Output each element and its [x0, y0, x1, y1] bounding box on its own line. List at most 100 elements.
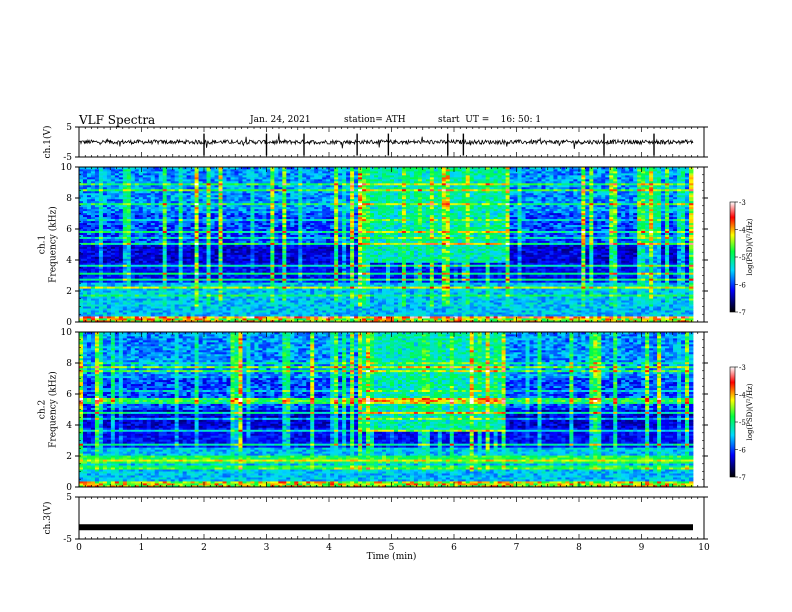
spectrogram-cell: [86, 278, 92, 281]
spectrogram-cell: [82, 278, 88, 281]
spectrogram-cell: [90, 314, 96, 317]
spectrogram-cell: [98, 218, 104, 222]
spectrogram-cell: [82, 168, 88, 172]
spectrogram-cell: [79, 232, 84, 235]
spectrogram-cell: [82, 170, 88, 174]
spectrogram-cell: [106, 312, 112, 315]
spectrogram-cell: [90, 194, 96, 198]
spectrogram-cell: [94, 167, 100, 170]
spectrogram-cell: [98, 220, 104, 224]
spectrogram-cell: [90, 202, 96, 206]
spectrogram-cell: [106, 300, 112, 303]
spectrogram-cell: [90, 278, 96, 281]
spectrogram-cell: [98, 264, 104, 267]
spectrogram-cell: [79, 294, 84, 297]
spectrogram-cell: [102, 306, 108, 309]
spectrogram-cell: [79, 190, 84, 194]
spectrogram-cell: [82, 188, 88, 192]
spectrogram-cell: [86, 240, 92, 243]
spectrogram-cell: [106, 310, 112, 313]
spectrogram-cell: [90, 204, 96, 208]
spectrogram-cell: [79, 302, 84, 305]
spectrogram-cell: [86, 234, 92, 237]
spectrogram-cell: [86, 192, 92, 196]
spectrogram-cell: [90, 226, 96, 230]
spectrogram-cell: [94, 284, 100, 287]
spectrogram-cell: [98, 296, 104, 299]
spectrogram-cell: [86, 316, 92, 319]
spectrogram-cell: [102, 176, 108, 180]
spectrogram-cell: [94, 216, 100, 220]
spectrogram-cell: [94, 282, 100, 285]
spectrogram-cell: [90, 280, 96, 283]
spectrogram-cell: [86, 288, 92, 291]
spectrogram-cell: [98, 268, 104, 271]
spectrogram-cell: [94, 298, 100, 301]
spectrogram-cell: [98, 318, 104, 321]
spectrogram-cell: [94, 316, 100, 319]
spectrogram-cell: [102, 170, 108, 174]
spectrogram-cell: [94, 274, 100, 277]
spectrogram-cell: [86, 214, 92, 218]
spectrogram-cell: [90, 210, 96, 214]
spectrogram-cell: [82, 316, 88, 319]
spectrogram-cell: [82, 176, 88, 180]
y-tick-label: -5: [63, 153, 72, 163]
spectrogram-cell: [79, 246, 84, 249]
spectrogram-cell: [102, 312, 108, 315]
spectrogram-cell: [94, 318, 100, 321]
spectrogram-cell: [86, 292, 92, 295]
spectrogram-cell: [98, 176, 104, 180]
spectrogram-cell: [90, 272, 96, 275]
spectrogram-cell: [102, 168, 108, 172]
spectrogram-cell: [94, 242, 100, 245]
spectrogram-cell: [94, 244, 100, 247]
spectrogram-cell: [102, 220, 108, 224]
spectrogram-cell: [86, 218, 92, 222]
spectrogram-cell: [82, 202, 88, 206]
spectrogram-cell: [82, 230, 88, 233]
spectrogram-cell: [90, 294, 96, 297]
spectrogram-cell: [90, 308, 96, 311]
spectrogram-cell: [79, 250, 84, 253]
spectrogram-cell: [98, 184, 104, 188]
spectrogram-cell: [94, 234, 100, 237]
spectrogram-cell: [86, 256, 92, 259]
spectrogram-cell: [94, 302, 100, 305]
spectrogram-cell: [79, 296, 84, 299]
spectrogram-cell: [86, 202, 92, 206]
spectrogram-cell: [86, 194, 92, 198]
spectrogram-cell: [98, 300, 104, 303]
spectrogram-cell: [94, 268, 100, 271]
spectrogram-cell: [102, 316, 108, 319]
spectrogram-cell: [102, 190, 108, 194]
spectrogram-cell: [98, 238, 104, 241]
spectrogram-cell: [79, 300, 84, 303]
spectrogram-cell: [94, 228, 100, 231]
spectrogram-cell: [90, 270, 96, 273]
spectrogram-cell: [98, 298, 104, 301]
spectrogram-cell: [94, 238, 100, 241]
spectrogram-cell: [86, 246, 92, 249]
spectrogram-cell: [79, 266, 84, 269]
spectrogram-cell: [79, 186, 84, 190]
spectrogram-cell: [86, 167, 92, 170]
spectrogram-cell: [94, 270, 100, 273]
spectrogram-cell: [94, 232, 100, 235]
spectrogram-cell: [102, 214, 108, 218]
spectrogram-cell: [98, 214, 104, 218]
spectrogram-cell: [82, 306, 88, 309]
spectrogram-cell: [90, 284, 96, 287]
spectrogram-cell: [98, 258, 104, 261]
spectrogram-cell: [86, 272, 92, 275]
spectrogram-cell: [82, 184, 88, 188]
spectrogram-cell: [90, 312, 96, 315]
spectrogram-cell: [102, 280, 108, 283]
spectrogram-cell: [102, 248, 108, 251]
spectrogram-cell: [102, 236, 108, 239]
spectrogram-cell: [79, 236, 84, 239]
spectrogram-cell: [82, 218, 88, 222]
spectrogram-cell: [86, 266, 92, 269]
spectrogram-cell: [102, 238, 108, 241]
spectrogram-cell: [82, 266, 88, 269]
